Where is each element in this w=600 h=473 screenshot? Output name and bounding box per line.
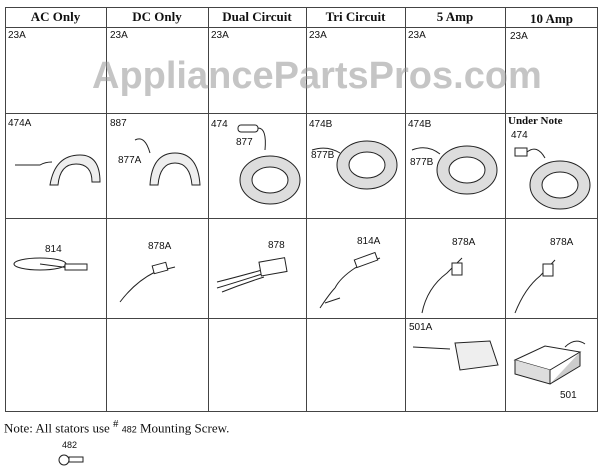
part-label: 877B — [410, 157, 434, 168]
column-divider — [106, 7, 107, 412]
part-label: 23A — [408, 30, 426, 41]
header-dual-circuit: Dual Circuit — [222, 9, 292, 24]
watermark: AppliancePartsPros.com — [92, 55, 542, 97]
part-label: 877 — [236, 137, 253, 148]
stator-877b-drawing — [411, 145, 498, 195]
wire-harness-878a-drawing — [119, 261, 176, 303]
header-5-amp: 5 Amp — [436, 9, 474, 24]
note-text: Note: All stators use — [4, 420, 114, 436]
rectifier-501a-drawing — [412, 340, 499, 371]
column-divider — [505, 7, 506, 412]
note-hash: # — [113, 418, 119, 430]
part-label: 814 — [45, 244, 62, 255]
header-10-amp: 10 Amp — [530, 11, 573, 26]
mounting-screw-drawing — [58, 454, 84, 466]
row-divider — [5, 27, 598, 28]
stator-877-drawing — [237, 124, 301, 205]
mounting-screw-note: Note: All stators use # 482 Mounting Scr… — [4, 416, 229, 437]
column-divider — [405, 7, 406, 412]
column-divider — [306, 7, 307, 412]
part-label: 474B — [309, 119, 333, 130]
row-divider — [5, 318, 598, 319]
row-divider — [5, 218, 598, 219]
part-label: 501 — [560, 390, 577, 401]
part-label: 474A — [8, 118, 32, 129]
part-label: 878A — [148, 241, 172, 252]
part-label: 23A — [110, 30, 128, 41]
wire-harness-814a-drawing — [319, 251, 381, 309]
wire-harness-814-drawing — [13, 257, 88, 271]
wire-harness-878a-drawing — [421, 257, 463, 314]
part-label: 878A — [550, 237, 574, 248]
part-label: 474B — [408, 119, 432, 130]
row-divider — [5, 113, 598, 114]
screw-label: 482 — [62, 440, 78, 450]
wire-harness-878a-drawing — [514, 259, 556, 314]
header-tri-circuit: Tri Circuit — [325, 9, 386, 24]
stator-877b-drawing — [311, 140, 398, 190]
header-ac-only: AC Only — [30, 9, 81, 24]
part-label: 23A — [8, 30, 26, 41]
note-text-suffix: Mounting Screw. — [136, 420, 230, 436]
rectifier-501-drawing — [513, 340, 586, 385]
part-label: 878 — [268, 240, 285, 251]
stator-474-drawing — [514, 147, 591, 210]
wire-harness-878-drawing — [216, 257, 288, 293]
part-label: 474 — [511, 130, 528, 141]
part-label: 877A — [118, 155, 142, 166]
part-label: 878A — [452, 237, 476, 248]
note-part-number: 482 — [121, 424, 137, 435]
part-label: Under Note — [508, 115, 563, 127]
stator-877a-drawing — [134, 138, 201, 186]
column-divider — [208, 7, 209, 412]
part-label: 474 — [211, 119, 228, 130]
part-label: 23A — [510, 31, 528, 42]
parts-table — [5, 7, 598, 412]
part-label: 814A — [357, 236, 381, 247]
part-label: 887 — [110, 118, 127, 129]
part-label: 877B — [311, 150, 335, 161]
part-label: 23A — [211, 30, 229, 41]
part-label: 501A — [409, 322, 433, 333]
part-label: 23A — [309, 30, 327, 41]
stator-474a-drawing — [15, 154, 101, 186]
header-dc-only: DC Only — [132, 9, 182, 24]
